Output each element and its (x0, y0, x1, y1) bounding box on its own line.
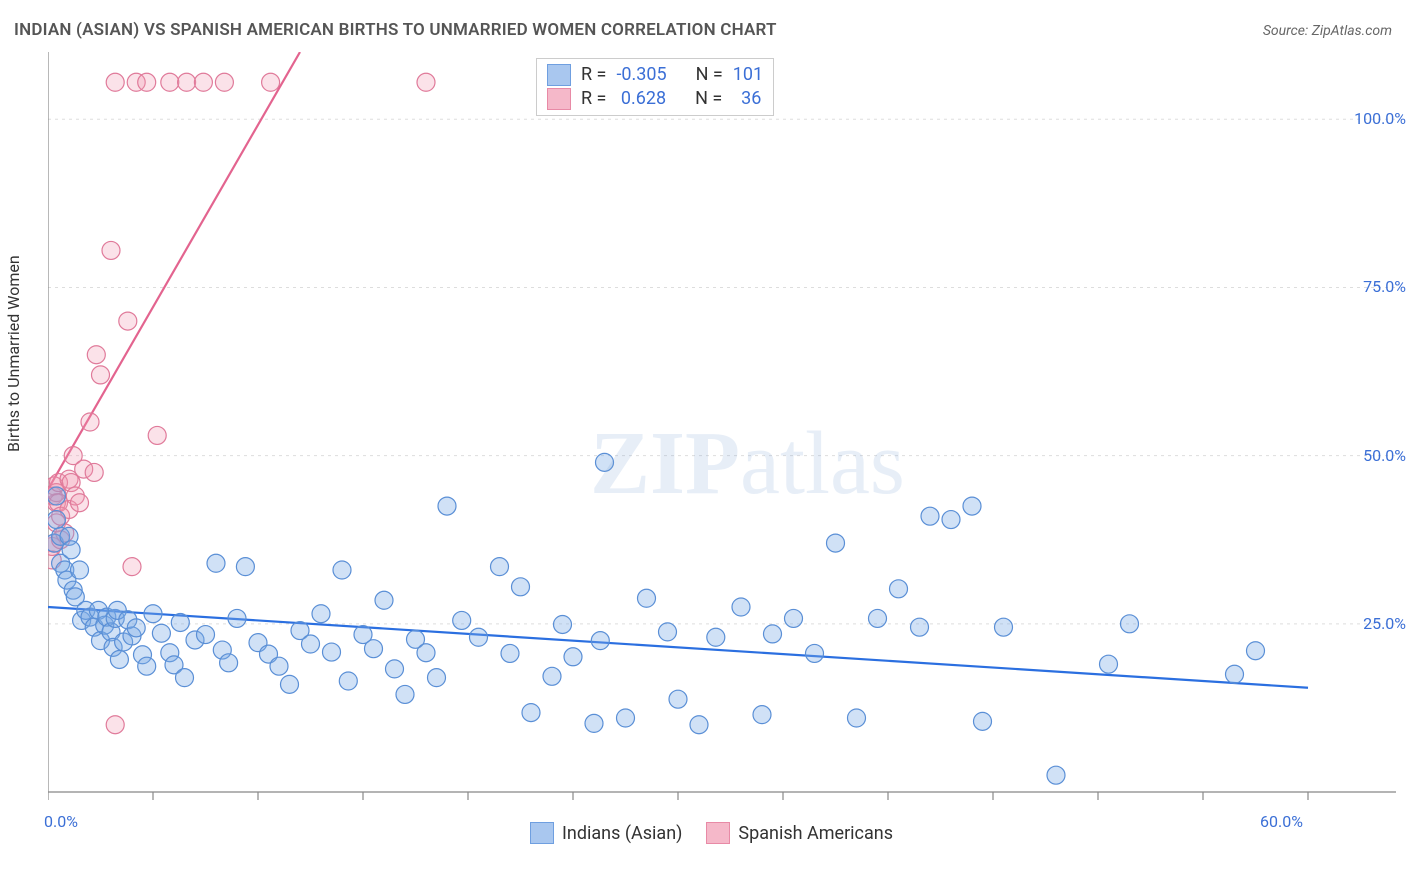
x-tick-label: 60.0% (1260, 812, 1303, 831)
r-value-indians: -0.305 (616, 63, 666, 87)
source-name: ZipAtlas.com (1312, 23, 1392, 39)
y-tick-label: 100.0% (1316, 109, 1406, 128)
y-tick-label: 75.0% (1316, 277, 1406, 296)
r-value-spanish: 0.628 (616, 87, 666, 111)
n-label: N = (696, 63, 723, 87)
chart-header: INDIAN (ASIAN) VS SPANISH AMERICAN BIRTH… (14, 20, 1392, 40)
scatter-plot (48, 52, 1396, 852)
r-label: R = (581, 63, 606, 87)
legend-label-spanish: Spanish Americans (738, 823, 893, 844)
series-legend: Indians (Asian) Spanish Americans (530, 822, 893, 844)
n-label: N = (695, 87, 722, 111)
chart-source: Source: ZipAtlas.com (1263, 23, 1392, 39)
y-tick-label: 50.0% (1316, 446, 1406, 465)
y-tick-label: 25.0% (1316, 614, 1406, 633)
y-axis-label: Births to Unmarried Women (4, 255, 23, 452)
legend-item-indians: Indians (Asian) (530, 822, 682, 844)
chart-area: Births to Unmarried Women ZIPatlas R = -… (0, 52, 1406, 892)
n-value-spanish: 36 (732, 87, 761, 111)
swatch-spanish (547, 88, 571, 110)
source-prefix: Source: (1263, 23, 1312, 39)
legend-row-indians: R = -0.305 N = 101 (547, 63, 763, 87)
legend-row-spanish: R = 0.628 N = 36 (547, 87, 763, 111)
legend-label-indians: Indians (Asian) (562, 823, 682, 844)
swatch-spanish-icon (706, 822, 730, 844)
chart-title: INDIAN (ASIAN) VS SPANISH AMERICAN BIRTH… (14, 20, 777, 40)
swatch-indians (547, 64, 571, 86)
swatch-indians-icon (530, 822, 554, 844)
correlation-legend: R = -0.305 N = 101 R = 0.628 N = 36 (536, 58, 774, 116)
legend-item-spanish: Spanish Americans (706, 822, 893, 844)
n-value-indians: 101 (733, 63, 763, 87)
x-tick-label: 0.0% (44, 812, 78, 831)
r-label: R = (581, 87, 606, 111)
